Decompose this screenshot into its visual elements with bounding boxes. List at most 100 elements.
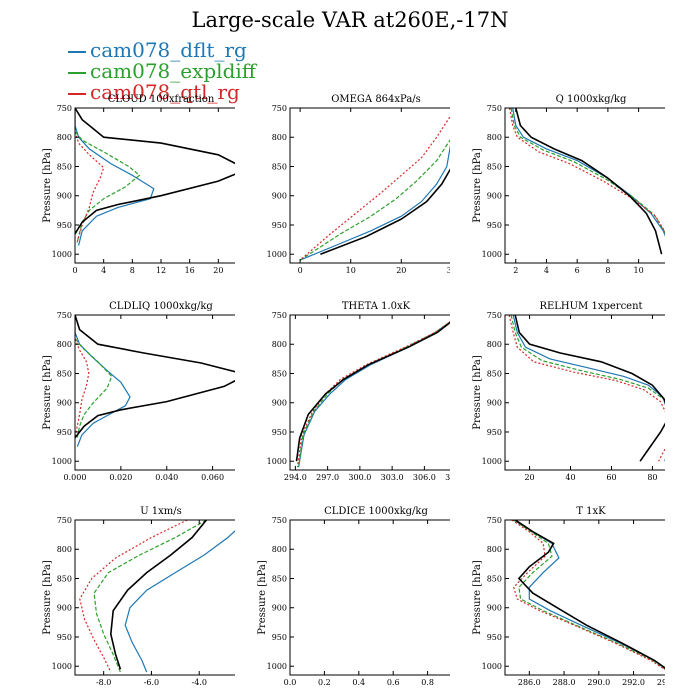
y-tick-label: 850	[487, 574, 502, 583]
chart-panel-1: OMEGA 864xPa/s 750 800 850 900 950 1000 0 10 20 30	[267, 94, 450, 275]
x-tick-label: 4	[101, 266, 106, 275]
series-line-cam078_qtl_rg	[509, 108, 665, 233]
panel-y-label: Pressure [hPa]	[42, 560, 53, 635]
x-tick-label: 306.0	[413, 473, 436, 482]
x-tick-label: 60	[606, 473, 616, 482]
chart-panel-6: U 1xm/s Pressure [hPa] 750 800 850 900 950 1000…	[42, 506, 235, 687]
x-tick-label: 4	[544, 266, 549, 275]
plot-frame	[289, 107, 450, 264]
plot-frame	[504, 107, 665, 264]
panel-title: THETA 1.0xK	[342, 301, 411, 312]
series-line-reference	[75, 108, 235, 235]
x-tick-label: 0	[72, 266, 77, 275]
panel-title: CLDICE 1000xkg/kg	[324, 506, 428, 517]
series-line-reference	[515, 108, 663, 255]
x-tick-label: 12	[156, 266, 166, 275]
x-tick-label: 0.0	[284, 678, 297, 687]
panel-y-label: Pressure [hPa]	[257, 560, 268, 635]
plot-frame	[504, 519, 665, 676]
x-tick-label: 297.0	[316, 473, 339, 482]
legend-label-dflt: cam078_dflt_rg	[90, 38, 247, 62]
y-tick-label: 950	[272, 221, 287, 230]
series-line-cam078_qtl_rg	[299, 115, 450, 261]
y-tick-label: 950	[57, 428, 72, 437]
panel-y-label: Pressure [hPa]	[472, 355, 483, 430]
legend-label-qtl: cam078_qtl_rg	[90, 80, 240, 104]
y-tick-label: 900	[487, 399, 502, 408]
y-tick-label: 750	[272, 104, 287, 113]
y-tick-label: 1000	[482, 250, 502, 259]
series-line-cam078_expldiff	[513, 520, 665, 670]
plot-frame	[289, 519, 450, 676]
series-line-cam078_dflt_rg	[75, 315, 131, 447]
x-tick-label: 286.0	[518, 678, 541, 687]
y-tick-label: 850	[272, 369, 287, 378]
x-tick-label: 20	[396, 266, 406, 275]
series-line-cam078_expldiff	[93, 520, 207, 673]
panel-y-label: Pressure [hPa]	[42, 355, 53, 430]
series-line-cam078_expldiff	[299, 139, 450, 261]
y-tick-label: 1000	[52, 250, 72, 259]
y-tick-label: 1000	[52, 662, 72, 671]
y-tick-label: 800	[57, 340, 72, 349]
y-tick-label: 750	[57, 516, 72, 525]
x-tick-label: 10	[634, 266, 644, 275]
y-tick-label: 1000	[267, 662, 287, 671]
x-tick-label: 300.0	[348, 473, 371, 482]
y-tick-label: 750	[57, 311, 72, 320]
series-line-cam078_dflt_rg	[512, 315, 665, 462]
x-tick-label: 80	[647, 473, 657, 482]
legend: cam078_dflt_rg cam078_expldiff cam078_qt…	[68, 40, 256, 103]
y-tick-label: 850	[57, 369, 72, 378]
legend-item-qtl: cam078_qtl_rg	[68, 82, 256, 103]
y-tick-label: 1000	[267, 457, 287, 466]
y-tick-label: 800	[272, 133, 287, 142]
y-tick-label: 800	[487, 340, 502, 349]
y-tick-label: 750	[487, 311, 502, 320]
y-tick-label: 850	[487, 162, 502, 171]
series-line-reference	[109, 520, 208, 670]
series-line-cam078_expldiff	[510, 315, 665, 402]
x-tick-label: 8	[130, 266, 135, 275]
y-tick-label: 750	[487, 104, 502, 113]
plot-frame	[74, 107, 235, 264]
plot-frame	[289, 314, 450, 471]
plot-frame	[74, 314, 235, 471]
y-tick-label: 850	[272, 162, 287, 171]
x-tick-label: -4.0	[192, 678, 207, 687]
x-tick-label: 290.0	[587, 678, 610, 687]
panel-title: CLOUD 100xfraction	[108, 94, 215, 105]
x-tick-label: 20	[213, 266, 223, 275]
y-tick-label: 950	[487, 633, 502, 642]
y-tick-label: 950	[272, 633, 287, 642]
series-line-cam078_dflt_rg	[513, 520, 665, 670]
chart-main-title: Large-scale VAR at260E,-17N	[191, 8, 509, 32]
legend-swatch-qtl	[68, 92, 86, 95]
x-tick-label: 294.0	[657, 678, 665, 687]
series-line-cam078_dflt_rg	[124, 530, 235, 673]
series-line-cam078_qtl_rg	[296, 321, 450, 468]
x-tick-label: 40	[565, 473, 575, 482]
y-tick-label: 850	[272, 574, 287, 583]
x-tick-label: 30	[447, 266, 450, 275]
series-line-cam078_expldiff	[510, 108, 665, 235]
y-tick-label: 800	[487, 545, 502, 554]
y-tick-label: 900	[487, 192, 502, 201]
plot-frame	[74, 519, 235, 676]
series-line-cam078_expldiff	[75, 108, 141, 243]
y-tick-label: 850	[487, 369, 502, 378]
y-tick-label: 850	[57, 574, 72, 583]
series-line-cam078_qtl_rg	[508, 315, 665, 462]
series-line-cam078_qtl_rg	[75, 108, 105, 243]
y-tick-label: 750	[487, 516, 502, 525]
x-tick-label: 309.0	[445, 473, 450, 482]
x-tick-label: 0.8	[421, 678, 434, 687]
chart-panel-7: CLDICE 1000xkg/kg Pressure [hPa] 750 800 850…	[257, 506, 450, 687]
y-tick-label: 1000	[52, 457, 72, 466]
y-tick-label: 750	[57, 104, 72, 113]
panel-title: RELHUM 1xpercent	[539, 301, 642, 312]
y-tick-label: 900	[272, 604, 287, 613]
x-tick-label: 8	[605, 266, 610, 275]
chart-panel-3: CLDLIQ 1000xkg/kg Pressure [hPa] 750 800 850…	[42, 301, 235, 482]
x-tick-label: -8.0	[96, 678, 111, 687]
